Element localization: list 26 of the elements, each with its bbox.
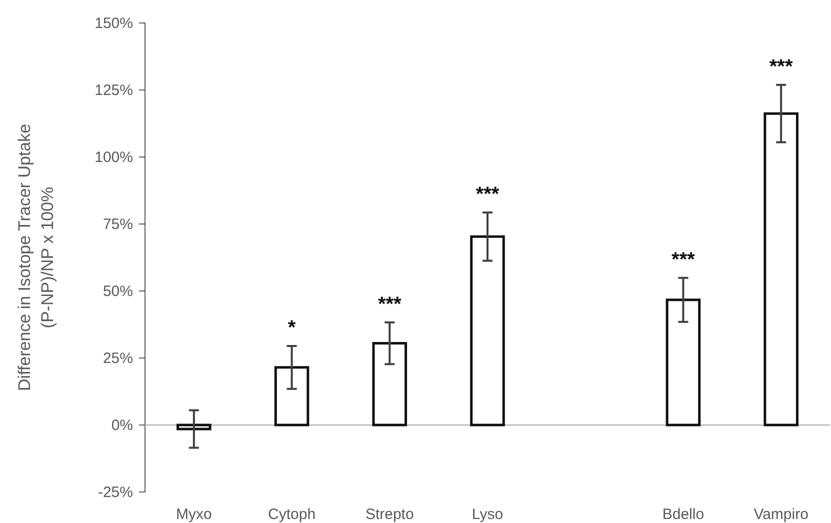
- data-label: ***: [476, 183, 500, 206]
- bar: [470, 235, 505, 426]
- x-tick-label: Vampiro: [754, 506, 808, 523]
- bar: [372, 342, 408, 426]
- y-tick-label: 50%: [102, 282, 133, 300]
- y-tick-label: 100%: [94, 148, 133, 166]
- y-tick-label: 125%: [94, 82, 133, 99]
- y-tick-label: 0%: [111, 416, 133, 434]
- y-tick-label: -25%: [98, 484, 133, 501]
- data-label: ***: [378, 293, 402, 316]
- bar: [666, 298, 701, 426]
- data-label: ***: [769, 56, 793, 78]
- y-tick-label: 150%: [94, 14, 133, 32]
- data-label: ***: [672, 248, 696, 271]
- x-tick-label: Bdello: [662, 506, 704, 523]
- x-tick-label: Myxo: [176, 506, 212, 523]
- y-axis-title: Difference in Isotope Tracer Uptake (P-NP)/NP x 100%: [15, 124, 57, 392]
- bar: [176, 424, 212, 430]
- bar: [764, 112, 798, 426]
- y-tick-label: 75%: [102, 216, 133, 233]
- bar: [274, 366, 310, 426]
- data-label: *: [288, 316, 296, 339]
- x-tick-label: Lyso: [472, 506, 504, 523]
- x-tick-label: Cytoph: [268, 506, 316, 523]
- x-tick-label: Strepto: [365, 506, 414, 523]
- y-tick-label: 25%: [102, 350, 133, 367]
